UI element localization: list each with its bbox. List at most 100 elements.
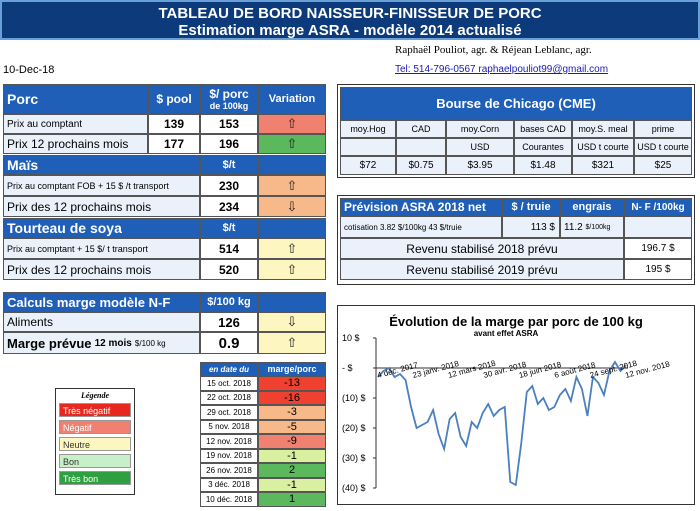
history-date: 19 nov. 2018 (200, 448, 258, 463)
marge-label-cell: Marge prévue 12 mois $/100 kg (3, 332, 200, 354)
history-value: -1 (258, 448, 326, 463)
history-value: -9 (258, 434, 326, 449)
chart-subtitle: avant effet ASRA (473, 329, 539, 338)
history-value: -5 (258, 419, 326, 434)
truie-value: 113 $ (502, 216, 560, 238)
chicago-col-unit: USD (446, 138, 514, 156)
mais-row-label: Prix au comptant FOB + 15 $ /t transport (3, 175, 200, 196)
y-tick-label: (20) $ (342, 423, 366, 433)
legend-box: Légende Très négatif Négatif Neutre Bon Très… (55, 388, 135, 495)
mais-header: Maïs (3, 155, 200, 175)
asra-header: Prévision ASRA 2018 net (340, 198, 502, 216)
mais-header-blank (258, 155, 326, 175)
marge-label: Marge prévue (7, 335, 92, 351)
aliments-arrow-icon: ⇩ (258, 312, 326, 332)
porc-row-label: Prix 12 prochains mois (3, 134, 148, 154)
y-tick-label: (10) $ (342, 393, 366, 403)
title-line-2: Estimation marge ASRA - modèle 2014 actu… (178, 22, 522, 39)
chicago-col-header: CAD (396, 120, 446, 138)
y-tick-label: (30) $ (342, 453, 366, 463)
marge-arrow-icon: ⇧ (258, 332, 326, 354)
history-date: 12 nov. 2018 (200, 434, 258, 449)
soya-header-blank (258, 218, 326, 238)
calc-header-blank (258, 292, 326, 312)
chicago-col-header: moy.S. meal (572, 120, 634, 138)
soya-row-arrow-icon: ⇧ (258, 238, 326, 259)
porc-row-arrow-icon: ⇧ (258, 134, 326, 154)
chicago-col-value: $25 (634, 156, 692, 175)
history-date: 29 oct. 2018 (200, 405, 258, 420)
history-date-header: en date du (200, 362, 258, 376)
soya-row-value: 514 (200, 238, 258, 259)
chicago-col-value: $0.75 (396, 156, 446, 175)
history-value: 2 (258, 463, 326, 478)
legend-items: Très négatif Négatif Neutre Bon Très bon (56, 403, 134, 485)
legend-item: Bon (59, 454, 131, 468)
engrais-unit: $/100kg (585, 223, 611, 231)
chicago-col-value: $3.95 (446, 156, 514, 175)
marge-value: 0.9 (200, 332, 258, 354)
legend-item: Négatif (59, 420, 131, 434)
asra-truie-header: $ / truie (502, 198, 560, 216)
mais-row-arrow-icon: ⇩ (258, 196, 326, 217)
title-line-1: TABLEAU DE BORD NAISSEUR-FINISSEUR DE PO… (158, 5, 542, 22)
chicago-col-value: $72 (340, 156, 396, 175)
y-tick-label: 10 $ (342, 333, 360, 343)
legend-item: Neutre (59, 437, 131, 451)
soya-row-label: Prix des 12 prochains mois (3, 259, 200, 280)
mais-unit: $/t (200, 155, 258, 175)
porc-row-value: 196 (200, 134, 258, 154)
soya-row-label: Prix au comptant + 15 $/ t transport (3, 238, 200, 259)
rev2018-label: Revenu stabilisé 2018 prévu (340, 238, 624, 259)
chart-svg: 10 $- $(10) $(20) $(30) $(40) $4 déc. 20… (342, 333, 671, 493)
chicago-col-header: bases CAD (514, 120, 572, 138)
rev2019-value: 195 $ (624, 259, 692, 280)
chart-title: Évolution de la marge par porc de 100 kg (389, 314, 643, 329)
chicago-col-header: moy.Hog (340, 120, 396, 138)
soya-header: Tourteau de soya (3, 218, 200, 238)
porc-col-header-line1: $/ porc (209, 87, 249, 101)
soya-row-value: 520 (200, 259, 258, 280)
history-date: 22 oct. 2018 (200, 390, 258, 405)
y-tick-label: (40) $ (342, 483, 366, 493)
history-value: 1 (258, 492, 326, 507)
history-value: -3 (258, 405, 326, 420)
mais-row-label: Prix des 12 prochains mois (3, 196, 200, 217)
aliments-label: Aliments (3, 312, 200, 332)
asra-nf-header: N- F /100kg (624, 198, 692, 216)
contact-link[interactable]: Tel: 514-796-0567 raphaelpouliot99@gmail… (395, 64, 609, 75)
history-marge-header: marge/porc (258, 362, 326, 376)
y-tick-label: - $ (342, 363, 353, 373)
porc-row-value: 153 (200, 114, 258, 134)
pool-col-header: $ pool (148, 84, 200, 114)
history-date: 5 nov. 2018 (200, 419, 258, 434)
cotisation-label: cotisation 3.82 $/100kg 43 $/truie (340, 216, 502, 238)
calc-unit: $/100 kg (200, 292, 258, 312)
soya-unit: $/t (200, 218, 258, 238)
engrais-value: 11.2 (564, 221, 583, 233)
engrais-cell: 11.2 $/100kg (560, 216, 624, 238)
history-date: 3 déc. 2018 (200, 477, 258, 492)
mais-row-value: 230 (200, 175, 258, 196)
porc-header: Porc (3, 84, 148, 114)
porc-col-header-line2: de 100kg (209, 101, 249, 111)
porc-row-arrow-icon: ⇧ (258, 114, 326, 134)
marge-sub: 12 mois (94, 337, 132, 349)
porc-row-label: Prix au comptant (3, 114, 148, 134)
series-line (377, 360, 627, 487)
legend-item: Très négatif (59, 403, 131, 417)
history-value: -1 (258, 477, 326, 492)
asra-engrais-header: engrais (560, 198, 624, 216)
variation-col-header: Variation (258, 84, 326, 114)
legend-item: Très bon (59, 471, 131, 485)
chicago-col-value: $1.48 (514, 156, 572, 175)
calc-header: Calculs marge modèle N-F (3, 292, 200, 312)
porc-row-pool: 177 (148, 134, 200, 154)
history-date: 26 nov. 2018 (200, 463, 258, 478)
asra-panel (337, 195, 695, 285)
chicago-col-unit: Courantes (514, 138, 572, 156)
chicago-col-header: moy.Corn (446, 120, 514, 138)
margin-chart: Évolution de la marge par porc de 100 kg… (337, 305, 695, 505)
history-value: -13 (258, 376, 326, 391)
authors: Raphaël Pouliot, agr. & Réjean Leblanc, … (395, 44, 592, 56)
